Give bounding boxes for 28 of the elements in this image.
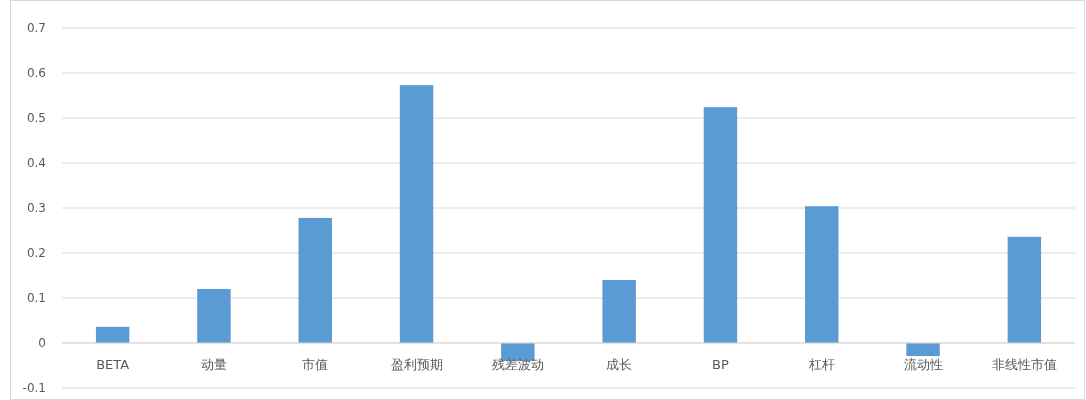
y-tick-label: -0.1 (22, 381, 46, 395)
x-tick-label: 盈利预期 (390, 357, 443, 372)
bar (602, 280, 636, 343)
y-tick-label: 0 (38, 336, 46, 350)
y-tick-label: 0.6 (26, 66, 46, 80)
x-tick-label: 流动性 (903, 357, 943, 372)
bar (399, 85, 434, 343)
bar (1007, 236, 1042, 343)
y-tick-label: 0.7 (26, 21, 46, 35)
x-tick-label: 杠杆 (807, 357, 835, 372)
x-tick-label: 成长 (606, 357, 633, 372)
y-tick-label: 0.3 (26, 201, 46, 215)
bar (906, 343, 940, 357)
x-tick-label: 非线性市值 (991, 357, 1057, 372)
bar (95, 326, 130, 343)
y-tick-label: 0.4 (26, 156, 46, 170)
y-tick-label: 0.1 (26, 291, 46, 305)
x-tick-label: BP (712, 357, 729, 372)
bar (805, 206, 839, 343)
x-tick-label: 残差波动 (491, 357, 544, 372)
x-tick-label: BETA (96, 357, 130, 372)
x-tick-label: 市值 (302, 357, 329, 372)
bar (197, 289, 231, 343)
y-tick-label: 0.5 (26, 111, 46, 125)
bar (298, 217, 332, 343)
y-tick-label: 0.2 (26, 246, 46, 260)
x-tick-label: 动量 (200, 357, 227, 372)
bar (703, 107, 738, 343)
